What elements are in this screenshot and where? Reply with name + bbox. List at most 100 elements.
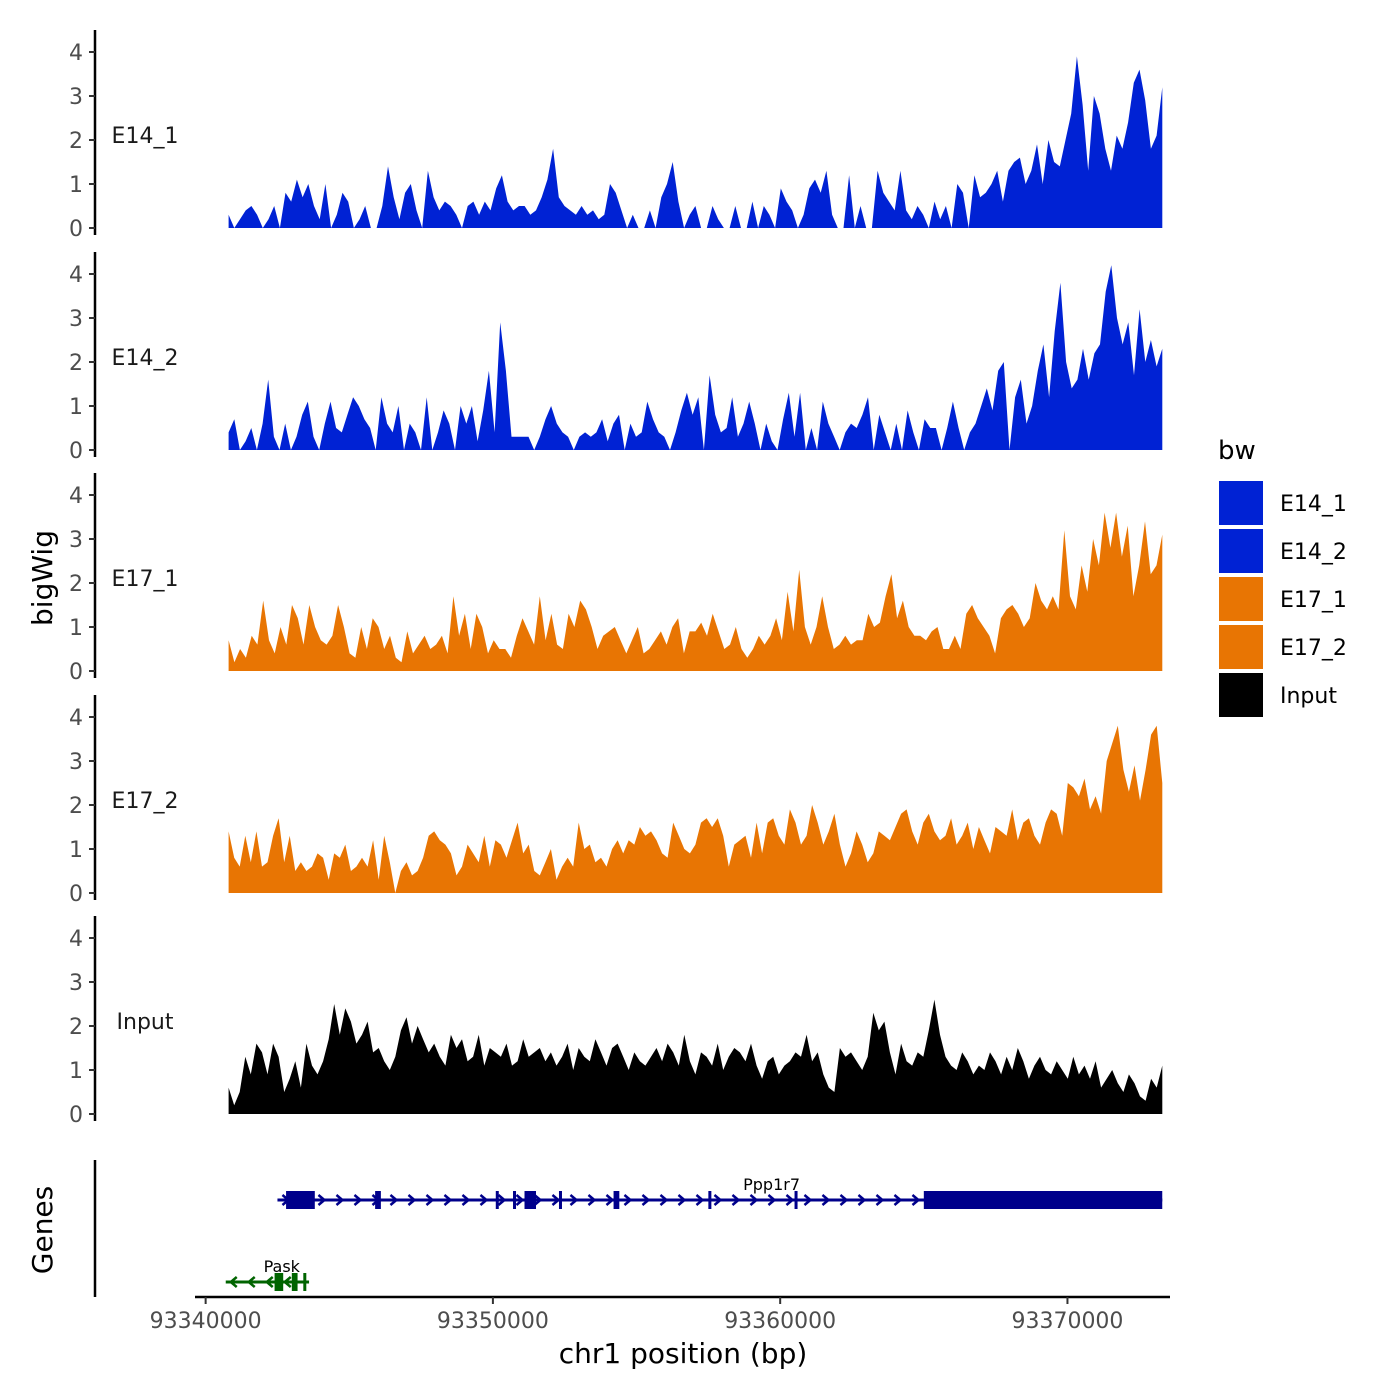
legend-entry-e17-2: E17_2 <box>1217 623 1347 671</box>
strand-arrow <box>461 1194 471 1206</box>
legend-swatch <box>1217 527 1265 575</box>
x-axis-title: chr1 position (bp) <box>559 1337 808 1370</box>
y-tick-label: 2 <box>69 1015 83 1040</box>
genes-panel: Ppp1r7 Pask <box>93 1160 1163 1297</box>
signal-tracks: 0 1 2 3 4 E14_1 0 1 2 3 4 E14_2 0 1 2 3 4 E17_1 0 1 2 3 4 E17_2… <box>69 30 1163 1128</box>
y-tick-label: 4 <box>69 484 83 509</box>
gene-exon <box>923 1191 1163 1209</box>
gene-exon <box>291 1273 298 1291</box>
gene-exon <box>613 1191 620 1209</box>
legend-label: E17_1 <box>1280 588 1347 613</box>
legend-title: bw <box>1218 436 1256 466</box>
track-label: E14_2 <box>112 346 179 371</box>
y-tick-label: 4 <box>69 927 83 952</box>
strand-arrow <box>857 1194 867 1206</box>
x-axis: 93340000 93350000 93360000 93370000 <box>150 1295 1170 1334</box>
track-label: Input <box>117 1010 174 1035</box>
track-label: E14_1 <box>112 124 179 149</box>
gene-exon <box>286 1191 315 1209</box>
gene-label: Ppp1r7 <box>743 1175 800 1194</box>
y-tick-label: 1 <box>69 395 83 420</box>
legend-label: E14_2 <box>1280 540 1347 565</box>
strand-arrow <box>515 1194 525 1206</box>
strand-arrow <box>264 1276 274 1288</box>
legend-swatch <box>1217 671 1265 719</box>
gene-ppp1r7: Ppp1r7 <box>277 1175 1163 1209</box>
gene-exon <box>375 1191 381 1209</box>
legend-swatch <box>1217 575 1265 623</box>
x-tick-label: 93370000 <box>1011 1309 1123 1334</box>
signal-area-e17-2 <box>228 725 1163 893</box>
y-tick-label: 2 <box>69 351 83 376</box>
track-e14-1: 0 1 2 3 4 E14_1 <box>69 30 1163 242</box>
strand-arrow <box>695 1194 705 1206</box>
signal-area-e14-1 <box>228 56 1163 229</box>
strand-arrow <box>623 1194 633 1206</box>
y-tick-label: 2 <box>69 129 83 154</box>
gene-exon <box>558 1191 562 1209</box>
y-tick-label: 3 <box>69 971 83 996</box>
track-label: E17_1 <box>112 567 179 592</box>
strand-arrow <box>335 1194 345 1206</box>
track-e14-2: 0 1 2 3 4 E14_2 <box>69 252 1163 464</box>
strand-arrow <box>731 1194 741 1206</box>
strand-arrow <box>893 1194 903 1206</box>
gene-exon <box>274 1273 284 1291</box>
strand-arrow <box>641 1194 651 1206</box>
strand-arrow <box>551 1194 561 1206</box>
genes-panel-title: Genes <box>26 1186 59 1274</box>
strand-arrow <box>803 1194 813 1206</box>
strand-arrow <box>587 1194 597 1206</box>
strand-arrow <box>425 1194 435 1206</box>
strand-arrow <box>443 1194 453 1206</box>
gene-exon <box>495 1191 499 1209</box>
y-tick-label: 4 <box>69 706 83 731</box>
y-tick-label: 1 <box>69 1059 83 1084</box>
y-tick-label: 2 <box>69 572 83 597</box>
legend-label: E14_1 <box>1280 492 1347 517</box>
strand-arrow <box>246 1276 256 1288</box>
y-tick-label: 1 <box>69 173 83 198</box>
strand-arrow <box>713 1194 723 1206</box>
strand-arrow <box>839 1194 849 1206</box>
strand-arrow <box>911 1194 921 1206</box>
strand-arrow <box>767 1194 777 1206</box>
strand-arrow <box>228 1276 238 1288</box>
legend-swatch <box>1217 479 1265 527</box>
y-tick-label: 1 <box>69 616 83 641</box>
track-e17-1: 0 1 2 3 4 E17_1 <box>69 473 1163 685</box>
y-axis-title: bigWig <box>26 530 59 626</box>
strand-arrow <box>605 1194 615 1206</box>
strand-arrow <box>659 1194 669 1206</box>
strand-arrow <box>749 1194 759 1206</box>
gene-exon <box>708 1191 712 1209</box>
strand-arrow <box>533 1194 543 1206</box>
strand-arrow <box>282 1276 292 1288</box>
strand-arrow <box>875 1194 885 1206</box>
legend-entry-input: Input <box>1217 671 1337 719</box>
legend-label: E17_2 <box>1280 636 1347 661</box>
y-tick-label: 0 <box>69 1103 83 1128</box>
y-tick-label: 3 <box>69 528 83 553</box>
y-tick-label: 0 <box>69 660 83 685</box>
x-tick-label: 93340000 <box>150 1309 262 1334</box>
y-tick-label: 4 <box>69 41 83 66</box>
signal-area-input <box>228 999 1163 1114</box>
legend-entry-e14-2: E14_2 <box>1217 527 1347 575</box>
legend-swatch <box>1217 623 1265 671</box>
strand-arrow <box>785 1194 795 1206</box>
y-tick-label: 3 <box>69 85 83 110</box>
y-tick-label: 3 <box>69 750 83 775</box>
y-tick-label: 2 <box>69 794 83 819</box>
strand-arrow <box>497 1194 507 1206</box>
track-input: 0 1 2 3 4 Input <box>69 916 1163 1128</box>
legend-entry-e17-1: E17_1 <box>1217 575 1347 623</box>
y-tick-label: 0 <box>69 882 83 907</box>
gene-exon <box>794 1191 798 1209</box>
strand-arrow <box>821 1194 831 1206</box>
gene-exon <box>303 1273 307 1291</box>
strand-arrow <box>353 1194 363 1206</box>
gene-exon <box>524 1191 536 1209</box>
legend-entry-e14-1: E14_1 <box>1217 479 1347 527</box>
